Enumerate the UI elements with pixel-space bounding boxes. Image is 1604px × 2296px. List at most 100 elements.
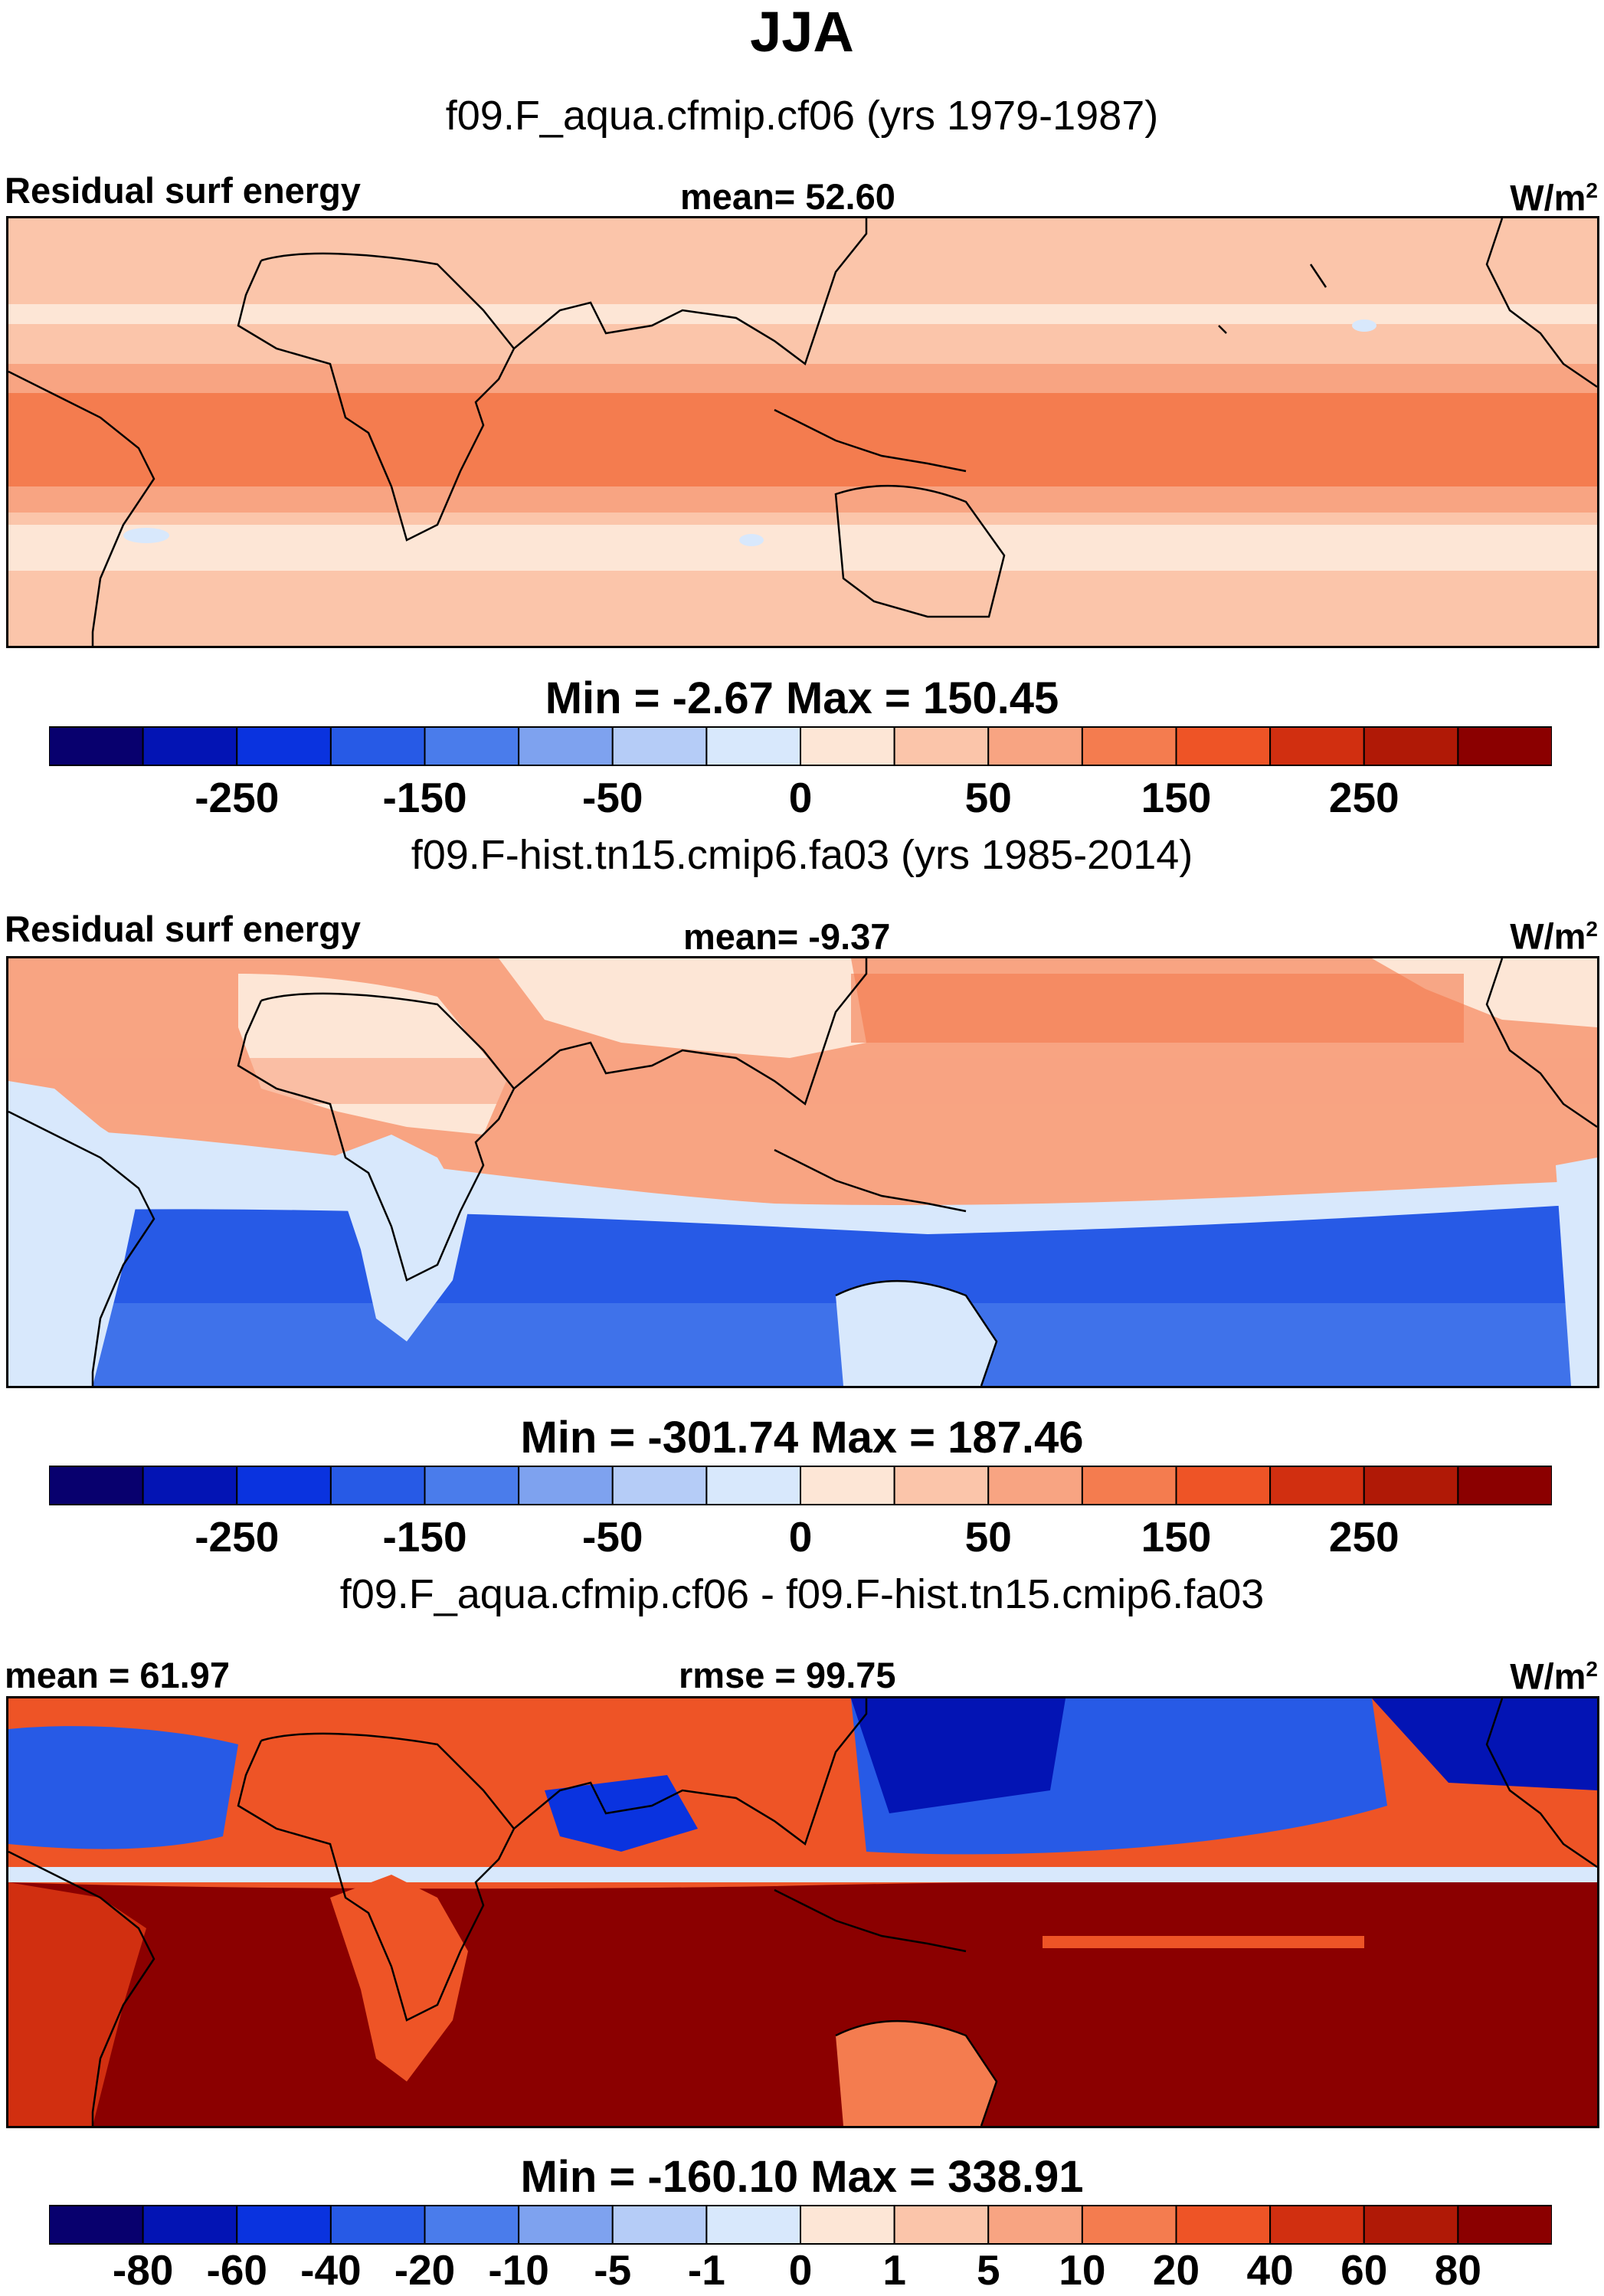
colorbar-tick-label: -50 — [582, 1513, 643, 1561]
panel-1-minmax: Min = -2.67 Max = 150.45 — [545, 673, 1059, 723]
colorbar-tick-label: 50 — [964, 1513, 1012, 1561]
colorbar-swatch — [705, 726, 802, 766]
colorbar-tick-label: -40 — [300, 2246, 362, 2294]
colorbar-tick-label: -250 — [195, 774, 280, 821]
colorbar-swatch — [800, 1466, 895, 1505]
colorbar-swatch — [800, 2205, 895, 2245]
p2-npac-strong — [851, 974, 1464, 1043]
colorbar-swatch — [1175, 1466, 1272, 1505]
panel-3-field — [8, 1698, 1597, 2126]
colorbar-tick-label: -5 — [594, 2246, 632, 2294]
panel-3-rmse-label: rmse = 99.75 — [679, 1655, 896, 1695]
colorbar-tick-label: 0 — [788, 2246, 813, 2294]
panel-3-subtitle: f09.F_aqua.cfmip.cf06 - f09.F-hist.tn15.… — [339, 1571, 1265, 1617]
colorbar-swatch — [236, 2205, 332, 2245]
colorbar-tick-label: 40 — [1246, 2246, 1294, 2294]
panel-1-field — [8, 218, 1597, 646]
colorbar-swatch — [518, 2205, 614, 2245]
panel-3-coastlines — [8, 1698, 1597, 2126]
panel-1-left-label: Residual surf energy — [5, 170, 361, 211]
p2-s-africa — [330, 1135, 468, 1341]
colorbar-swatch — [1081, 2205, 1177, 2245]
colorbar-swatch — [705, 2205, 802, 2245]
colorbar-swatch — [1081, 726, 1177, 766]
p1-band-ntrop-light — [8, 304, 1597, 324]
colorbar-swatch — [48, 726, 144, 766]
p2-australia — [836, 1281, 997, 1386]
colorbar-tick-label: 80 — [1434, 2246, 1481, 2294]
colorbar-swatch — [611, 1466, 708, 1505]
colorbar-tick-label: -150 — [382, 1513, 467, 1561]
colorbar-tick-label: 1 — [882, 2246, 906, 2294]
colorbar-swatch — [1175, 2205, 1272, 2245]
colorbar-swatch — [424, 1466, 520, 1505]
colorbar-swatch — [1269, 1466, 1365, 1505]
panel-3-minmax: Min = -160.10 Max = 338.91 — [520, 2152, 1084, 2202]
panel-1-subtitle: f09.F_aqua.cfmip.cf06 (yrs 1979-1987) — [445, 93, 1159, 139]
panel-1-mean-label: mean= 52.60 — [680, 176, 895, 217]
panel-2-colorbar-ticks: -250 -150 -50 0 50 150 250 — [49, 1512, 1552, 1562]
colorbar-swatch — [236, 1466, 332, 1505]
colorbar-swatch — [1269, 726, 1365, 766]
panel-1-coastlines — [8, 218, 1597, 646]
colorbar-swatch — [1175, 726, 1272, 766]
p2-asia — [499, 958, 866, 1058]
panel-2-map — [6, 956, 1599, 1388]
p1-band-equator — [8, 393, 1597, 490]
colorbar-swatch — [1363, 1466, 1459, 1505]
panel-2-left-label: Residual surf energy — [5, 909, 361, 949]
colorbar-swatch — [518, 726, 614, 766]
colorbar-tick-label: 150 — [1141, 774, 1212, 821]
colorbar-swatch — [705, 1466, 802, 1505]
colorbar-swatch — [1081, 1466, 1177, 1505]
colorbar-swatch — [518, 1466, 614, 1505]
colorbar-tick-label: -50 — [582, 774, 643, 821]
colorbar-tick-label: 250 — [1328, 1513, 1399, 1561]
colorbar-tick-label: 60 — [1340, 2246, 1388, 2294]
p1-band-north-mid — [8, 364, 1597, 395]
colorbar-swatch — [611, 726, 708, 766]
colorbar-tick-label: 5 — [976, 2246, 1000, 2294]
colorbar-swatch — [329, 2205, 426, 2245]
p2-ntrop — [8, 1058, 1597, 1104]
colorbar-swatch — [987, 1466, 1083, 1505]
p3-natl-neg — [8, 1726, 238, 1849]
colorbar-swatch — [1457, 1466, 1553, 1505]
colorbar-tick-label: -1 — [687, 2246, 725, 2294]
colorbar-tick-label: 20 — [1152, 2246, 1200, 2294]
p3-australia — [836, 2021, 997, 2126]
p2-samerica — [8, 1081, 146, 1386]
colorbar-swatch — [987, 726, 1083, 766]
p3-npac-strong — [851, 1698, 1066, 1813]
p2-south-lat — [8, 1303, 1597, 1386]
colorbar-swatch — [893, 2205, 990, 2245]
colorbar-tick-label: -250 — [195, 1513, 280, 1561]
panel-1-colorbar-ticks: -250 -150 -50 0 50 150 250 — [49, 772, 1552, 823]
panel-3-map — [6, 1696, 1599, 2128]
panel-2-mean-label: mean= -9.37 — [683, 916, 891, 957]
colorbar-swatch — [987, 2205, 1083, 2245]
p3-spac-stripe — [1043, 1936, 1364, 1948]
colorbar-tick-label: -150 — [382, 774, 467, 821]
colorbar-swatch — [236, 726, 332, 766]
p1-band-strop-light — [8, 525, 1597, 571]
colorbar-tick-label: 150 — [1141, 1513, 1212, 1561]
colorbar-swatch — [893, 726, 990, 766]
colorbar-swatch — [424, 726, 520, 766]
p3-samerica — [8, 1882, 146, 2126]
panel-2-field — [8, 958, 1597, 1386]
p3-arabian — [545, 1775, 698, 1852]
colorbar-swatch — [142, 2205, 238, 2245]
p3-s-africa — [330, 1875, 468, 2081]
p3-zero-band — [8, 1867, 1597, 1882]
p1-band-south-mid — [8, 486, 1597, 513]
colorbar-swatch — [48, 1466, 144, 1505]
colorbar-tick-label: 0 — [788, 1513, 813, 1561]
colorbar-swatch — [142, 726, 238, 766]
p1-blob-1 — [1352, 319, 1376, 332]
colorbar-swatch — [1457, 2205, 1553, 2245]
colorbar-swatch — [424, 2205, 520, 2245]
panel-3-units: W/m2 — [1510, 1656, 1598, 1697]
p2-e-samerica — [1556, 1158, 1597, 1386]
colorbar-swatch — [1363, 726, 1459, 766]
